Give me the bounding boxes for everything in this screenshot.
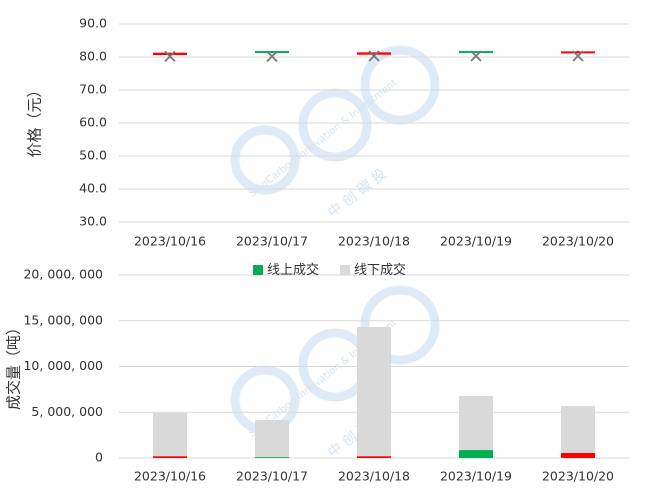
legend-label: 线下成交 bbox=[354, 262, 406, 278]
y-tick-label: 90.0 bbox=[79, 16, 107, 31]
marker bbox=[572, 50, 584, 62]
bar-segment bbox=[255, 457, 289, 458]
x-tick-label: 2023/10/16 bbox=[134, 469, 206, 484]
candle-body bbox=[561, 51, 595, 54]
x-tick-label: 2023/10/20 bbox=[542, 234, 614, 249]
bar-segment bbox=[357, 326, 391, 457]
candle-body bbox=[459, 51, 493, 54]
bar-segment bbox=[459, 395, 493, 451]
x-tick-label: 2023/10/19 bbox=[440, 234, 512, 249]
candle-body bbox=[357, 52, 391, 55]
marker bbox=[368, 50, 380, 62]
marker bbox=[164, 50, 176, 62]
x-tick-label: 2023/10/18 bbox=[338, 234, 410, 249]
x-tick-label: 2023/10/16 bbox=[134, 234, 206, 249]
watermark: SinoCarbon Innovation & Investment 中 创 碳… bbox=[230, 45, 440, 461]
y-axis-title: 成交量（吨） bbox=[5, 320, 23, 410]
y-tick-label: 50.0 bbox=[79, 148, 107, 163]
x-tick-label: 2023/10/19 bbox=[440, 469, 512, 484]
y-tick-label: 30.0 bbox=[79, 214, 107, 229]
bar-segment bbox=[357, 456, 391, 458]
candle-body bbox=[255, 51, 289, 54]
marker bbox=[470, 50, 482, 62]
x-tick-label: 2023/10/20 bbox=[542, 469, 614, 484]
x-tick-label: 2023/10/17 bbox=[236, 234, 308, 249]
y-tick-label: 80.0 bbox=[79, 49, 107, 64]
y-tick-label: 10, 000, 000 bbox=[23, 358, 103, 373]
y-tick-label: 70.0 bbox=[79, 82, 107, 97]
bar-segment bbox=[459, 450, 493, 458]
y-tick-label: 60.0 bbox=[79, 115, 107, 130]
legend-label: 线上成交 bbox=[267, 262, 319, 278]
y-tick-label: 15, 000, 000 bbox=[23, 312, 103, 327]
x-tick-label: 2023/10/18 bbox=[338, 469, 410, 484]
candle-body bbox=[153, 52, 187, 56]
bar-segment bbox=[561, 406, 595, 453]
y-tick-label: 5, 000, 000 bbox=[31, 404, 103, 419]
y-tick-label: 20, 000, 000 bbox=[23, 267, 103, 282]
legend-swatch bbox=[253, 265, 263, 275]
y-axis-title: 价格（元） bbox=[26, 82, 44, 157]
watermark-cn: 中 创 碳 投 bbox=[325, 166, 390, 221]
bar-segment bbox=[561, 452, 595, 458]
bar-segment bbox=[255, 420, 289, 458]
marker bbox=[266, 50, 278, 62]
y-tick-label: 0 bbox=[95, 450, 103, 465]
legend-swatch bbox=[340, 265, 350, 275]
bar-segment bbox=[153, 456, 187, 458]
y-tick-label: 40.0 bbox=[79, 181, 107, 196]
bar-segment bbox=[153, 412, 187, 457]
x-tick-label: 2023/10/17 bbox=[236, 469, 308, 484]
